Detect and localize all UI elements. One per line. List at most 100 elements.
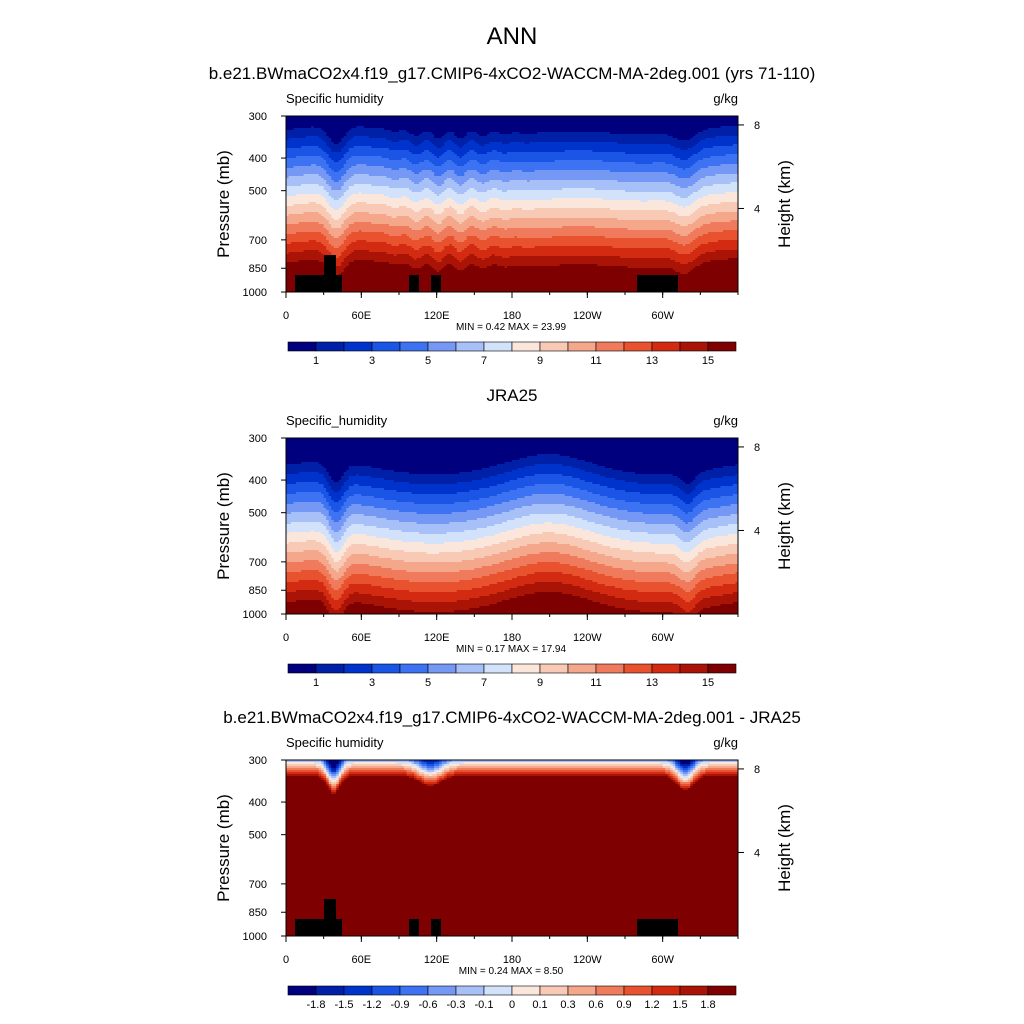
- contour-cell: [328, 258, 345, 261]
- contour-cell: [446, 778, 671, 781]
- contour-cell: [328, 782, 332, 785]
- contour-cell: [451, 254, 470, 257]
- contour-cell: [338, 770, 342, 773]
- contour-cell: [614, 498, 681, 501]
- contour-cell: [697, 768, 701, 771]
- contour-cell: [286, 850, 738, 853]
- contour-cell: [692, 230, 724, 233]
- contour-cell: [343, 554, 352, 557]
- contour-cell: [286, 862, 738, 865]
- contour-cell: [356, 126, 365, 129]
- contour-cell: [702, 148, 738, 151]
- contour-cell: [421, 768, 428, 771]
- contour-cell: [431, 246, 445, 249]
- contour-cell: [680, 538, 694, 541]
- contour-cell: [333, 480, 340, 483]
- contour-cell: [667, 562, 699, 565]
- contour-cell: [722, 574, 738, 577]
- contour-cell: [534, 484, 566, 487]
- contour-cell: [705, 568, 738, 571]
- contour-cell: [348, 158, 390, 161]
- contour-cell: [486, 228, 506, 231]
- contour-cell: [331, 556, 342, 559]
- contour-cell: [517, 468, 581, 471]
- contour-cell: [622, 470, 706, 473]
- contour-cell: [419, 760, 423, 763]
- contour-cell: [286, 266, 327, 269]
- contour-cell: [341, 528, 347, 531]
- contour-cell: [328, 764, 332, 767]
- y-tick-label: 400: [249, 797, 267, 809]
- contour-cell: [451, 160, 470, 163]
- contour-cell: [341, 148, 350, 151]
- contour-cell: [286, 480, 327, 483]
- contour-cell: [614, 606, 681, 609]
- contour-cell: [637, 600, 686, 603]
- contour-cell: [707, 764, 738, 767]
- contour-cell: [321, 774, 325, 777]
- contour-cell: [579, 468, 614, 471]
- contour-cell: [702, 490, 738, 493]
- contour-cell: [670, 762, 674, 765]
- contour-cell: [411, 600, 458, 603]
- contour-cell: [429, 160, 448, 163]
- contour-cell: [604, 466, 724, 469]
- contour-cell: [346, 190, 413, 193]
- contour-cell: [685, 502, 691, 505]
- contour-cell: [429, 254, 448, 257]
- contour-cell: [331, 138, 342, 141]
- contour-cell: [333, 558, 342, 561]
- contour-cell: [306, 540, 317, 543]
- contour-cell: [333, 490, 340, 493]
- contour-cell: [667, 238, 696, 241]
- contour-cell: [697, 534, 729, 537]
- contour-cell: [343, 472, 410, 475]
- contour-cell: [399, 206, 408, 209]
- contour-cell: [286, 564, 325, 567]
- contour-cell: [331, 526, 342, 529]
- contour-cell: [346, 162, 413, 165]
- colorbar-box: [427, 985, 457, 996]
- contour-cell: [318, 472, 330, 475]
- contour-cell: [692, 500, 704, 503]
- contour-cell: [331, 574, 345, 577]
- colorbar-label: -1.2: [363, 999, 382, 1011]
- contour-cell: [286, 822, 738, 825]
- contour-cell: [584, 480, 626, 483]
- contour-cell: [323, 466, 350, 469]
- contour-cell: [690, 760, 694, 763]
- contour-cell: [461, 156, 676, 159]
- figure-title: ANN: [487, 23, 538, 50]
- contour-cell: [376, 516, 488, 519]
- contour-cell: [343, 268, 435, 271]
- contour-cell: [346, 170, 413, 173]
- contour-cell: [326, 470, 347, 473]
- contour-cell: [695, 526, 719, 529]
- contour-cell: [343, 592, 355, 595]
- contour-cell: [695, 536, 716, 539]
- contour-cell: [318, 776, 322, 779]
- contour-cell: [481, 586, 518, 589]
- contour-cell: [383, 606, 480, 609]
- contour-cell: [323, 196, 332, 199]
- contour-cell: [434, 212, 443, 215]
- contour-cell: [429, 772, 433, 775]
- contour-cell: [286, 586, 327, 589]
- contour-cell: [338, 776, 342, 779]
- contour-cell: [672, 762, 676, 765]
- contour-cell: [328, 482, 345, 485]
- contour-cell: [436, 760, 440, 763]
- contour-cell: [328, 164, 345, 167]
- contour-cell: [326, 518, 332, 521]
- contour-cell: [331, 216, 342, 219]
- contour-cell: [489, 142, 503, 145]
- contour-cell: [434, 762, 440, 765]
- contour-cell: [376, 536, 485, 539]
- contour-cell: [687, 148, 704, 151]
- contour-cell: [705, 548, 738, 551]
- colorbar-box: [567, 341, 597, 352]
- contour-cell: [670, 258, 696, 261]
- contour-cell: [328, 502, 345, 505]
- contour-cell: [489, 604, 609, 607]
- contour-cell: [328, 600, 345, 603]
